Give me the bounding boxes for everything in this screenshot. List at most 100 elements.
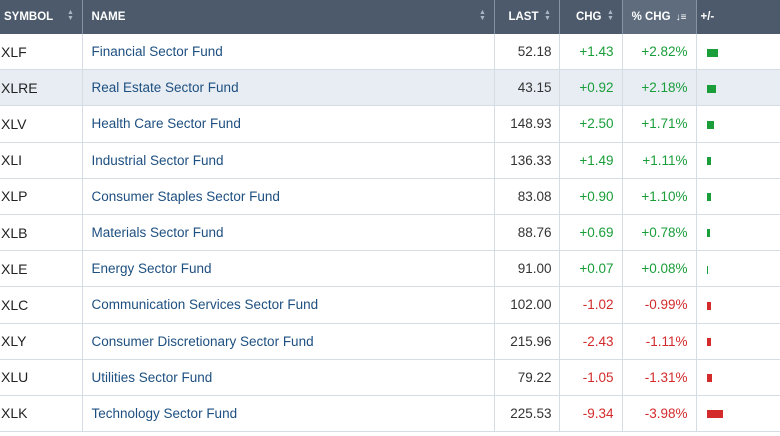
- change-cell: -2.43: [559, 323, 623, 360]
- change-bar: [706, 157, 711, 166]
- table-row[interactable]: XLY Consumer Discretionary Sector Fund 215…: [0, 323, 780, 360]
- symbol-cell: XLF: [0, 34, 83, 71]
- last-price-cell: 43.15: [494, 69, 560, 107]
- percent-change-cell: +2.18%: [622, 69, 697, 107]
- change-bar: [706, 338, 711, 347]
- table-body: XLF Financial Sector Fund 52.18 +1.43 +2.82%…: [0, 34, 780, 433]
- symbol-cell: XLP: [0, 178, 83, 215]
- column-header-last[interactable]: LAST ▲ ▼: [494, 0, 560, 34]
- table-row[interactable]: XLE Energy Sector Fund 91.00 +0.07 +0.08%: [0, 250, 780, 288]
- fund-name-link[interactable]: Technology Sector Fund: [82, 395, 495, 433]
- change-cell: +0.07: [559, 250, 623, 288]
- change-bar-cell: [696, 323, 780, 360]
- last-price-cell: 215.96: [494, 323, 560, 360]
- fund-name-link[interactable]: Health Care Sector Fund: [82, 105, 495, 143]
- percent-change-cell: -3.98%: [622, 395, 697, 433]
- change-bar-cell: [696, 250, 780, 288]
- percent-change-cell: -1.11%: [622, 323, 697, 360]
- symbol-cell: XLC: [0, 286, 83, 324]
- fund-name-link[interactable]: Utilities Sector Fund: [82, 359, 495, 396]
- fund-name-link[interactable]: Communication Services Sector Fund: [82, 286, 495, 324]
- percent-change-cell: +1.11%: [622, 142, 697, 179]
- change-cell: -1.05: [559, 359, 623, 396]
- change-cell: +2.50: [559, 105, 623, 143]
- percent-change-cell: +1.10%: [622, 178, 697, 215]
- change-bar-cell: [696, 142, 780, 179]
- table-row[interactable]: XLRE Real Estate Sector Fund 43.15 +0.92 +2.…: [0, 69, 780, 107]
- change-bar: [706, 84, 716, 93]
- column-header-last-label: LAST: [508, 11, 539, 23]
- change-cell: -9.34: [559, 395, 623, 433]
- sort-icon[interactable]: ▲ ▼: [479, 9, 486, 22]
- fund-name-link[interactable]: Energy Sector Fund: [82, 250, 495, 288]
- column-header-plus-minus: +/-: [696, 0, 780, 34]
- symbol-cell: XLY: [0, 323, 83, 360]
- change-bar-cell: [696, 178, 780, 215]
- table-row[interactable]: XLC Communication Services Sector Fund 102…: [0, 286, 780, 324]
- change-cell: +1.43: [559, 34, 623, 71]
- change-bar-cell: [696, 395, 780, 433]
- sort-icon[interactable]: ▲ ▼: [544, 9, 551, 22]
- table-row[interactable]: XLF Financial Sector Fund 52.18 +1.43 +2.82%: [0, 34, 780, 71]
- percent-change-cell: +0.78%: [622, 214, 697, 252]
- fund-name-link[interactable]: Industrial Sector Fund: [82, 142, 495, 179]
- last-price-cell: 91.00: [494, 250, 560, 288]
- last-price-cell: 148.93: [494, 105, 560, 143]
- symbol-cell: XLE: [0, 250, 83, 288]
- percent-change-cell: -0.99%: [622, 286, 697, 324]
- change-bar: [706, 410, 723, 419]
- symbol-cell: XLRE: [0, 69, 83, 107]
- fund-name-link[interactable]: Real Estate Sector Fund: [82, 69, 495, 107]
- column-header-name[interactable]: NAME ▲ ▼: [82, 0, 495, 34]
- change-bar-cell: [696, 286, 780, 324]
- column-header-pct-chg[interactable]: % CHG ↓≡: [622, 0, 697, 34]
- fund-name-link[interactable]: Consumer Discretionary Sector Fund: [82, 323, 495, 360]
- sort-icon[interactable]: ▲ ▼: [67, 9, 74, 22]
- sort-icon[interactable]: ▲ ▼: [607, 9, 614, 22]
- table-row[interactable]: XLP Consumer Staples Sector Fund 83.08 +0.9…: [0, 178, 780, 215]
- change-bar-cell: [696, 69, 780, 107]
- fund-name-link[interactable]: Consumer Staples Sector Fund: [82, 178, 495, 215]
- last-price-cell: 52.18: [494, 34, 560, 71]
- change-bar: [706, 48, 718, 57]
- column-header-pct-chg-label: % CHG: [631, 11, 671, 23]
- table-row[interactable]: XLI Industrial Sector Fund 136.33 +1.49 +1.1…: [0, 142, 780, 179]
- table-row[interactable]: XLU Utilities Sector Fund 79.22 -1.05 -1.31%: [0, 359, 780, 396]
- sort-descending-icon[interactable]: ↓≡: [675, 12, 687, 23]
- change-cell: -1.02: [559, 286, 623, 324]
- symbol-cell: XLU: [0, 359, 83, 396]
- symbol-cell: XLB: [0, 214, 83, 252]
- percent-change-cell: -1.31%: [622, 359, 697, 396]
- column-header-symbol-label: SYMBOL: [4, 11, 54, 23]
- column-header-chg-label: CHG: [575, 11, 602, 23]
- column-header-plus-minus-label: +/-: [700, 11, 715, 23]
- change-bar: [706, 374, 712, 383]
- table-row[interactable]: XLK Technology Sector Fund 225.53 -9.34 -3.9…: [0, 395, 780, 433]
- percent-change-cell: +0.08%: [622, 250, 697, 288]
- percent-change-cell: +2.82%: [622, 34, 697, 71]
- symbol-cell: XLK: [0, 395, 83, 433]
- change-bar: [706, 229, 710, 238]
- symbol-cell: XLV: [0, 105, 83, 143]
- change-bar-cell: [696, 34, 780, 71]
- last-price-cell: 102.00: [494, 286, 560, 324]
- change-bar: [706, 301, 711, 310]
- change-bar: [706, 120, 714, 129]
- column-header-chg[interactable]: CHG ▲ ▼: [559, 0, 623, 34]
- last-price-cell: 225.53: [494, 395, 560, 433]
- last-price-cell: 79.22: [494, 359, 560, 396]
- table-row[interactable]: XLV Health Care Sector Fund 148.93 +2.50 +1.…: [0, 105, 780, 143]
- change-bar: [706, 265, 708, 274]
- fund-name-link[interactable]: Financial Sector Fund: [82, 34, 495, 71]
- change-bar: [706, 193, 711, 202]
- change-bar-cell: [696, 214, 780, 252]
- table-row[interactable]: XLB Materials Sector Fund 88.76 +0.69 +0.78%: [0, 214, 780, 252]
- percent-change-cell: +1.71%: [622, 105, 697, 143]
- column-header-symbol[interactable]: SYMBOL ▲ ▼: [0, 0, 83, 34]
- fund-name-link[interactable]: Materials Sector Fund: [82, 214, 495, 252]
- last-price-cell: 88.76: [494, 214, 560, 252]
- change-bar-cell: [696, 105, 780, 143]
- change-cell: +0.92: [559, 69, 623, 107]
- column-header-name-label: NAME: [91, 11, 126, 23]
